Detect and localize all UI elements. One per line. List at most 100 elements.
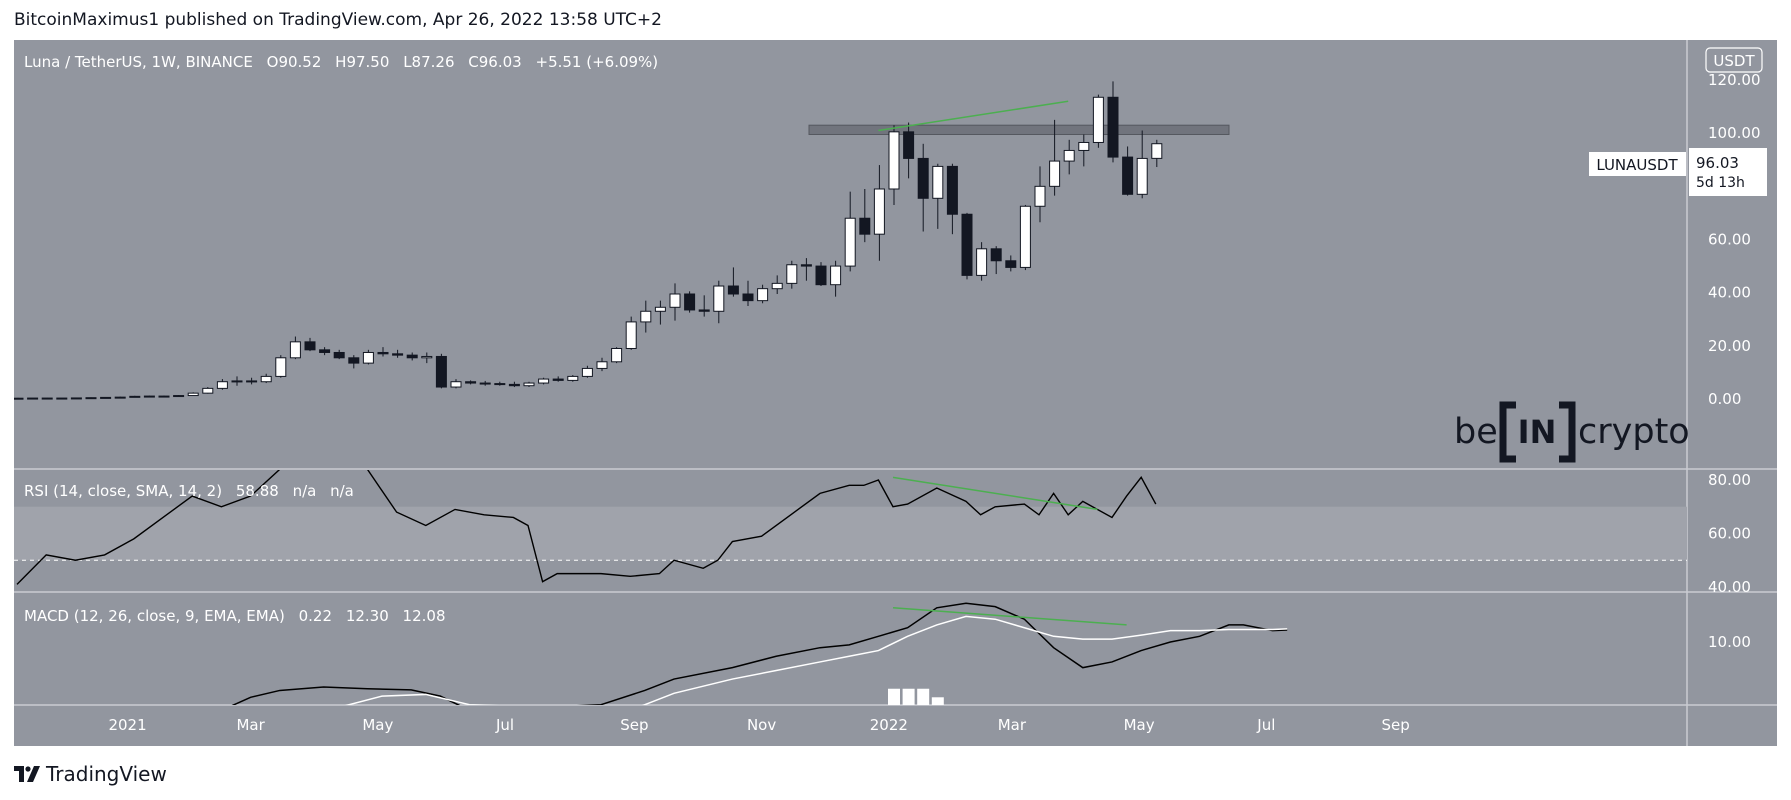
candle-up [202, 387, 214, 394]
candle-up [757, 288, 769, 302]
candle-down [304, 341, 316, 351]
candle-up [27, 397, 39, 400]
macd-histogram-bar [931, 697, 944, 705]
time-axis-tick: May [1124, 716, 1155, 734]
candle-down [1005, 260, 1017, 268]
candle-down [946, 165, 958, 215]
candle-up [1019, 205, 1031, 268]
resistance-zone[interactable] [808, 124, 1230, 135]
macd-histogram-bar [888, 688, 900, 705]
time-axis-tick: Mar [998, 716, 1027, 734]
legend-low-label: L [403, 53, 412, 71]
rsi-value: 58.88 [236, 482, 279, 500]
legend-symbol: Luna / TetherUS, 1W, BINANCE [24, 53, 253, 71]
macd-histogram-value: 0.22 [299, 607, 332, 625]
chart-canvas[interactable]: 120.00100.0080.0060.0040.0020.000.0080.0… [14, 40, 1777, 746]
publisher-header: BitcoinMaximus1 published on TradingView… [14, 10, 662, 30]
footer: TradingView [14, 762, 167, 786]
time-axis-tick: Sep [620, 716, 648, 734]
last-price-box [1689, 148, 1767, 196]
candle-down [508, 383, 520, 387]
candle-down [917, 157, 929, 199]
watermark-in: IN [1518, 413, 1557, 451]
time-axis-tick: Jul [1256, 716, 1275, 734]
candle-up [611, 347, 623, 363]
candle-up [362, 351, 374, 364]
macd-divergence-line[interactable] [892, 607, 1127, 626]
legend-open-value: 90.52 [278, 53, 321, 71]
candle-up [596, 361, 608, 369]
legend-open-label: O [267, 53, 279, 71]
rsi-axis-tick: 80.00 [1708, 471, 1751, 489]
time-axis-tick: Jul [495, 716, 514, 734]
macd-histogram-bar [917, 688, 930, 705]
divergence-lines [878, 100, 1127, 626]
last-price-value: 96.03 [1696, 154, 1739, 172]
candle-down [961, 213, 973, 276]
symbol-tag [1589, 152, 1686, 176]
macd-title: MACD (12, 26, close, 9, EMA, EMA) [24, 607, 285, 625]
rsi-group [16, 470, 1157, 585]
price-divergence-line[interactable] [878, 100, 1069, 132]
legend-high-label: H [335, 53, 346, 71]
price-axis-tick: 120.00 [1708, 71, 1761, 89]
rsi-divergence-line[interactable] [892, 476, 1098, 511]
symbol-tag-label: LUNAUSDT [1596, 156, 1678, 174]
candle-down [1122, 156, 1134, 195]
main-legend: Luna / TetherUS, 1W, BINANCE O90.52 H97.… [24, 53, 658, 71]
candle-up [976, 248, 988, 276]
currency-button-label[interactable]: USDT [1713, 52, 1755, 70]
candle-up [216, 381, 228, 389]
candle-down [348, 357, 360, 364]
candle-up [888, 131, 900, 190]
candle-down [698, 309, 710, 312]
candle-up [70, 397, 82, 400]
macd-legend: MACD (12, 26, close, 9, EMA, EMA) 0.22 1… [24, 607, 446, 625]
watermark-crypto: crypto [1578, 412, 1690, 452]
candle-up [114, 396, 126, 399]
candle-up [187, 392, 199, 397]
candle-down [435, 355, 447, 388]
candle-up [421, 355, 433, 359]
candle-up [932, 165, 944, 199]
time-axis-tick: 2022 [870, 716, 908, 734]
legend-low-value: 87.26 [412, 53, 455, 71]
candle-up [1151, 143, 1163, 159]
rsi-legend: RSI (14, close, SMA, 14, 2) 58.88 n/a n/… [24, 482, 354, 500]
candle-down [800, 264, 812, 267]
candle-up [14, 397, 24, 400]
candle-up [523, 382, 535, 387]
time-axis-tick: Nov [747, 716, 776, 734]
candle-down [333, 351, 345, 359]
rsi-band [14, 506, 1687, 561]
beincrypto-watermark: be IN crypto [1454, 401, 1690, 463]
rsi-bb-value: n/a [330, 482, 354, 500]
candle-down [465, 381, 477, 384]
candle-up [173, 395, 185, 398]
candle-up [231, 380, 243, 383]
candle-up [129, 395, 141, 398]
candle-down [319, 349, 331, 353]
candle-down [990, 248, 1002, 262]
candle-up [669, 293, 681, 308]
time-axis-tick: Sep [1382, 716, 1410, 734]
candle-up [1063, 149, 1075, 162]
price-axis-tick: 20.00 [1708, 337, 1751, 355]
legend-close-value: 96.03 [479, 53, 522, 71]
candle-up [289, 341, 301, 359]
candle-down [903, 131, 915, 159]
candle-up [640, 310, 652, 323]
legend-change: +5.51 (+6.09%) [536, 53, 659, 71]
time-axis-tick: Mar [236, 716, 265, 734]
candle-up [873, 188, 885, 235]
candle-up [567, 375, 579, 381]
candle-up [581, 367, 593, 377]
candle-up [56, 397, 68, 400]
candle-up [1136, 157, 1148, 195]
currency-button[interactable] [1705, 47, 1763, 73]
candle-up [1092, 96, 1104, 143]
candle-up [85, 397, 97, 400]
axis-labels: 120.00100.0080.0060.0040.0020.000.0080.0… [108, 71, 1760, 734]
candle-down [742, 293, 754, 302]
footer-text: TradingView [46, 762, 167, 786]
